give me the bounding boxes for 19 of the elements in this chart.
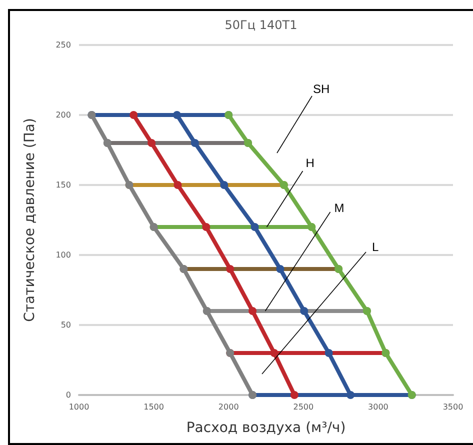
y-tick-label: 150 <box>56 180 71 190</box>
x-tick-label: 1000 <box>68 402 90 412</box>
x-axis-title: Расход воздуха (м³/ч) <box>186 420 346 436</box>
y-axis-title: Статическое давление (Па) <box>22 118 38 322</box>
annotation: L <box>372 240 379 254</box>
x-tick-label: 2000 <box>218 402 239 412</box>
y-tick-label: 50 <box>60 320 71 330</box>
annotation: H <box>306 156 314 170</box>
y-tick-label: 0 <box>66 390 71 400</box>
chart-title: 50Гц 140T1 <box>224 18 298 32</box>
y-tick-label: 100 <box>56 250 71 260</box>
annotation: M <box>334 201 344 216</box>
y-tick-label: 200 <box>56 110 71 120</box>
x-tick-label: 3500 <box>442 402 464 412</box>
annotation: SH <box>313 82 330 96</box>
y-tick-label: 250 <box>56 40 71 50</box>
x-tick-label: 3000 <box>368 402 388 412</box>
x-tick-label: 1500 <box>144 402 164 412</box>
x-tick-label: 2500 <box>293 402 314 412</box>
